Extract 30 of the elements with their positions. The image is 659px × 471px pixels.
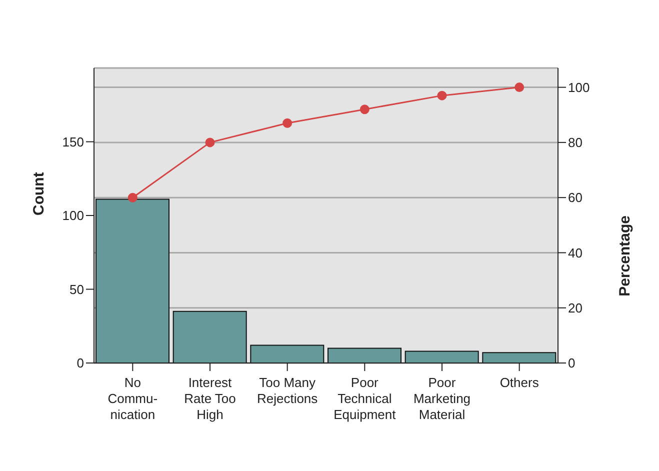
bar [172, 310, 247, 363]
y-tick-label: 0 [76, 356, 84, 371]
y2-tick-label: 40 [568, 245, 582, 260]
point [282, 118, 292, 128]
bar [404, 350, 479, 363]
x-tick-label: No Commu- nication [108, 375, 158, 422]
y-tick-label: 50 [70, 282, 84, 297]
y2-tick-label: 0 [568, 356, 576, 371]
bar [96, 198, 170, 363]
x-tick-label: Poor Marketing Material [413, 375, 471, 422]
y2-tick-label: 80 [568, 135, 582, 150]
y2-axis-title: Percentage [616, 216, 634, 296]
point [205, 138, 215, 148]
y-tick-label: 150 [62, 134, 84, 150]
x-tick-label: Interest Rate Too High [184, 375, 236, 422]
y-tick-label: 100 [62, 208, 84, 224]
point [360, 104, 370, 114]
x-tick-label: Others [500, 375, 540, 390]
y2-tick-label: 60 [568, 190, 582, 206]
y2-tick-label: 100 [568, 80, 590, 95]
y-axis-title: Count [30, 172, 48, 216]
point [437, 90, 447, 100]
x-tick-label: Poor Technical Equipment [334, 375, 396, 422]
bar [482, 352, 556, 363]
bar [250, 344, 324, 363]
y2-tick-label: 20 [568, 300, 582, 316]
point [128, 192, 138, 202]
bar [328, 348, 402, 363]
x-tick-label: Too Many Rejections [256, 375, 318, 406]
point [514, 82, 524, 92]
